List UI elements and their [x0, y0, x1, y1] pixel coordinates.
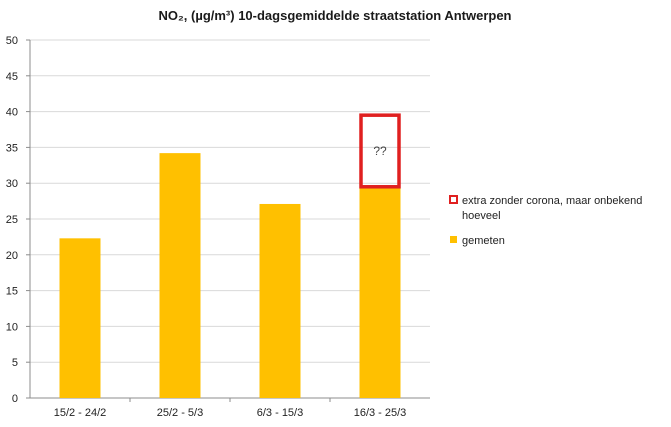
legend-label-extra-line1: extra zonder corona, maar onbekend [462, 195, 642, 207]
legend-swatch-extra [449, 195, 458, 204]
x-tick-label: 15/2 - 24/2 [54, 407, 107, 419]
x-tick-label: 16/3 - 25/3 [354, 407, 407, 419]
y-tick-label: 45 [6, 71, 18, 83]
bar-gemeten [359, 186, 401, 398]
legend-label-extra-line2: hoeveel [462, 210, 501, 222]
y-tick-label: 40 [6, 107, 18, 119]
y-tick-label: 20 [6, 250, 18, 262]
extra-box [359, 113, 401, 189]
y-tick-labels: 0 5 10 15 20 25 30 35 40 45 50 [6, 35, 18, 405]
y-tick-label: 35 [6, 142, 18, 154]
bar-gemeten [259, 203, 301, 398]
bar-gemeten [159, 153, 201, 398]
bar-gemeten [59, 238, 101, 398]
y-tick-label: 0 [12, 393, 18, 405]
y-tick-label: 5 [12, 357, 18, 369]
bars [59, 153, 401, 398]
y-tick-label: 30 [6, 178, 18, 190]
legend-swatch-measured [450, 236, 457, 243]
legend-label-measured: gemeten [462, 235, 505, 247]
x-tick-label: 25/2 - 5/3 [157, 407, 203, 419]
y-tick-label: 25 [6, 214, 18, 226]
x-tick-labels: 15/2 - 24/2 25/2 - 5/3 6/3 - 15/3 16/3 - 25… [54, 407, 407, 419]
chart-title: NO₂, (µg/m³) 10-dagsgemiddelde straatsta… [159, 8, 512, 23]
y-tick-label: 15 [6, 286, 18, 298]
x-tick-label: 6/3 - 15/3 [257, 407, 303, 419]
extra-question-label: ?? [373, 144, 387, 158]
y-tick-label: 10 [6, 321, 18, 333]
extra-annotation: ?? [359, 113, 401, 189]
legend: extra zonder corona, maar onbekend hoeve… [449, 195, 642, 247]
y-tick-label: 50 [6, 35, 18, 47]
